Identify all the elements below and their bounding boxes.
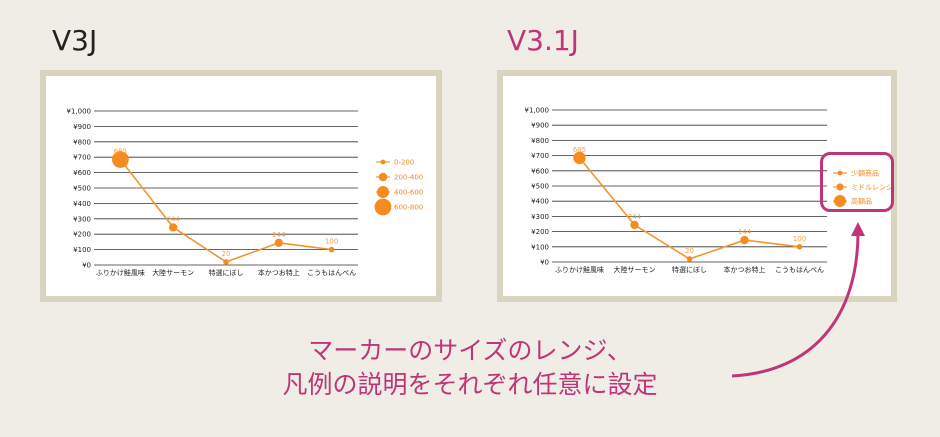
x-tick-label: 大陸サーモン	[614, 265, 656, 274]
x-tick-label: 特選にぼし	[209, 268, 244, 277]
y-tick-label: ¥400	[73, 200, 91, 208]
caption: マーカーのサイズのレンジ、 凡例の説明をそれぞれ任意に設定	[0, 334, 940, 402]
x-tick-label: 本かつお特上	[724, 265, 766, 274]
x-tick-label: ふりかけ鮭風味	[96, 268, 145, 277]
legend-label: 200-400	[394, 174, 423, 182]
chart-panel-left: ¥0 ¥100 ¥200 ¥300 ¥400 ¥500 ¥600 ¥700 ¥800 ¥900 ¥1…	[46, 76, 436, 296]
data-label: 685	[573, 146, 586, 154]
y-tick-label: ¥300	[531, 213, 549, 221]
y-tick-label: ¥0	[540, 259, 549, 267]
legend-marker	[378, 172, 388, 182]
y-tick-label: ¥700	[531, 152, 549, 160]
data-label: 244	[167, 215, 181, 223]
legend-marker	[377, 186, 389, 198]
y-tick-label: ¥900	[531, 122, 549, 130]
y-tick-label: ¥500	[73, 185, 91, 193]
legend-label: 高額品	[851, 197, 872, 206]
data-label: 244	[628, 213, 642, 221]
data-label: 100	[325, 238, 338, 246]
data-point	[328, 246, 335, 253]
legend-marker	[837, 170, 843, 176]
y-tick-label: ¥800	[73, 138, 91, 146]
data-point	[112, 151, 129, 168]
y-tick-label: ¥800	[531, 137, 549, 145]
data-label: 20	[685, 247, 694, 255]
legend-label: 0-200	[394, 159, 414, 167]
version-title-v3j: V3J	[52, 24, 98, 57]
legend-marker	[834, 195, 846, 207]
x-tick-label: 特選にぼし	[672, 265, 707, 274]
legend-label: 600-800	[394, 204, 423, 212]
y-tick-label: ¥400	[531, 198, 549, 206]
legend-marker	[380, 159, 386, 165]
x-tick-label: こうもはんぺん	[307, 269, 356, 277]
data-point	[740, 235, 749, 245]
legend-label: 少額商品	[851, 169, 879, 178]
data-label: 144	[272, 231, 286, 239]
y-tick-label: ¥1,000	[525, 107, 550, 115]
chart-left: ¥0 ¥100 ¥200 ¥300 ¥400 ¥500 ¥600 ¥700 ¥800 ¥900 ¥1…	[67, 108, 424, 278]
y-tick-label: ¥300	[73, 215, 91, 223]
data-point	[274, 238, 283, 248]
data-point	[573, 151, 586, 165]
y-tick-label: ¥200	[531, 228, 549, 236]
y-tick-label: ¥1,000	[67, 108, 92, 116]
x-tick-label: 本かつお特上	[258, 268, 300, 277]
data-point	[686, 256, 693, 262]
y-tick-label: ¥900	[73, 123, 91, 131]
y-tick-label: ¥600	[531, 167, 549, 175]
y-tick-label: ¥100	[73, 246, 91, 254]
data-label: 685	[114, 148, 127, 156]
y-tick-label: ¥200	[73, 231, 91, 239]
legend-label: 400-600	[394, 189, 423, 197]
legend-highlight-box	[820, 152, 894, 212]
y-tick-label: ¥600	[73, 169, 91, 177]
legend-label: ミドルレンジ	[851, 184, 891, 192]
caption-line-2: 凡例の説明をそれぞれ任意に設定	[282, 370, 658, 399]
data-point	[169, 223, 178, 232]
data-label: 20	[222, 250, 231, 258]
legend-marker	[374, 198, 392, 216]
series-line	[578, 157, 800, 260]
data-label: 144	[738, 228, 752, 236]
y-tick-label: ¥0	[82, 262, 91, 270]
x-tick-label: こうもはんぺん	[775, 266, 824, 274]
data-point	[796, 244, 803, 250]
data-label: 100	[793, 235, 806, 243]
data-point	[223, 259, 229, 265]
legend-marker	[836, 183, 844, 191]
series-line	[119, 159, 332, 263]
y-tick-label: ¥100	[531, 243, 549, 251]
y-tick-label: ¥700	[73, 154, 91, 162]
caption-line-1: マーカーのサイズのレンジ、	[308, 336, 632, 365]
version-title-v31j: V3.1J	[507, 24, 579, 57]
data-point	[630, 220, 639, 230]
x-tick-label: 大陸サーモン	[152, 268, 194, 277]
chart-frame-left: ¥0 ¥100 ¥200 ¥300 ¥400 ¥500 ¥600 ¥700 ¥800 ¥900 ¥1…	[40, 70, 442, 302]
y-tick-label: ¥500	[531, 183, 549, 191]
x-tick-label: ふりかけ鮭風味	[555, 265, 604, 274]
